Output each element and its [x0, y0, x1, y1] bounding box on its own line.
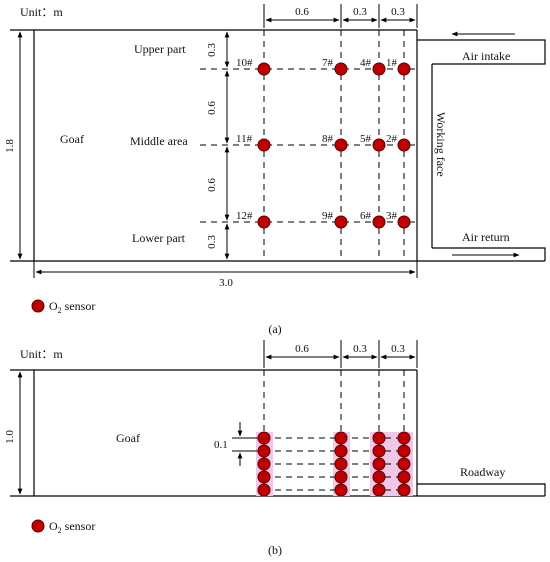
dim-a-bottom: 3.0: [219, 277, 233, 289]
dim-a-inner-3: 0.6: [206, 178, 218, 192]
panel-a: Unit：m 0.6 0.3 0.3 1.8: [4, 4, 546, 336]
panel-a-outline: [10, 29, 546, 262]
sensor-b: [257, 444, 271, 458]
sensor-6: [372, 215, 386, 229]
panel-b-top-dimension: [263, 340, 418, 368]
sensor-b: [257, 483, 271, 497]
sensor-11: [257, 138, 271, 152]
sensor-label-8: 8#: [322, 133, 334, 145]
sensor-b: [397, 457, 411, 471]
goaf-label-b: Goaf: [116, 431, 140, 445]
sensor-b: [257, 470, 271, 484]
sensor-5: [372, 138, 386, 152]
sensor-b: [334, 431, 348, 445]
dim-a-inner-1: 0.3: [206, 43, 218, 57]
panel-a-top-dimension: [263, 4, 418, 28]
sensor-3: [397, 215, 411, 229]
working-face-label: Working face: [434, 112, 448, 177]
sensor-label-9: 9#: [322, 210, 334, 222]
roadway-label: Roadway: [460, 465, 505, 479]
sensor-b: [397, 444, 411, 458]
panel-a-unit: Unit：m: [20, 5, 63, 19]
dim-b-left: 1.0: [4, 430, 16, 444]
sensor-label-4: 4#: [360, 57, 372, 69]
dim-b-top-2: 0.3: [353, 343, 367, 355]
air-return-label: Air return: [462, 230, 510, 244]
dim-a-inner-2: 0.6: [206, 101, 218, 115]
sensor-label-10: 10#: [236, 57, 253, 69]
row-label-middle: Middle area: [130, 134, 188, 148]
sensor-10: [257, 62, 271, 76]
sensor-label-11: 11#: [236, 133, 253, 145]
dim-b-spacing: 0.1: [214, 439, 228, 451]
sensor-b: [372, 431, 386, 445]
legend-b-label: O2 sensor: [49, 519, 95, 535]
sensor-1: [397, 62, 411, 76]
dim-b-top-3: 0.3: [391, 343, 405, 355]
sensor-label-1: 1#: [386, 57, 398, 69]
caption-a: (a): [268, 322, 281, 336]
sensor-8: [334, 138, 348, 152]
sensor-2: [397, 138, 411, 152]
sensor-b: [334, 483, 348, 497]
sensor-b: [397, 470, 411, 484]
sensor-b: [334, 457, 348, 471]
sensor-label-7: 7#: [322, 57, 334, 69]
sensor-b: [257, 431, 271, 445]
sensor-b: [397, 483, 411, 497]
panel-b-unit: Unit：m: [20, 347, 63, 361]
row-label-upper: Upper part: [134, 42, 186, 56]
legend-b-sensor-icon: [31, 519, 45, 533]
goaf-label-a: Goaf: [60, 132, 84, 146]
sensor-9: [334, 215, 348, 229]
panel-b: Unit：m 0.6 0.3 0.3 1.0 Goaf Roadway: [4, 340, 546, 557]
sensor-b: [334, 470, 348, 484]
dim-a-top-1: 0.6: [295, 6, 309, 18]
sensor-4: [372, 62, 386, 76]
panel-a-sensors: [257, 62, 411, 229]
row-label-lower: Lower part: [132, 231, 186, 245]
sensor-label-3: 3#: [386, 210, 398, 222]
sensor-label-12: 12#: [236, 210, 253, 222]
panel-b-spacing-dimension: [232, 422, 258, 466]
sensor-b: [334, 444, 348, 458]
air-intake-label: Air intake: [462, 49, 510, 63]
caption-b: (b): [268, 543, 282, 557]
sensor-label-5: 5#: [360, 133, 372, 145]
dim-a-top-3: 0.3: [391, 6, 405, 18]
sensor-b: [257, 457, 271, 471]
dim-a-left: 1.8: [4, 139, 16, 153]
sensor-label-2: 2#: [386, 133, 398, 145]
sensor-b: [372, 457, 386, 471]
sensor-b: [372, 470, 386, 484]
panel-b-outline: [10, 369, 546, 497]
dim-b-top-1: 0.6: [295, 343, 309, 355]
dim-a-top-2: 0.3: [353, 6, 367, 18]
sensor-12: [257, 215, 271, 229]
sensor-b: [372, 483, 386, 497]
sensor-label-6: 6#: [360, 210, 372, 222]
sensor-b: [397, 431, 411, 445]
sensor-7: [334, 62, 348, 76]
legend-a-sensor-icon: [31, 299, 45, 313]
legend-a-label: O2 sensor: [49, 299, 95, 315]
sensor-b: [372, 444, 386, 458]
dim-a-inner-4: 0.3: [206, 235, 218, 249]
panel-b-sensors: [257, 431, 411, 497]
